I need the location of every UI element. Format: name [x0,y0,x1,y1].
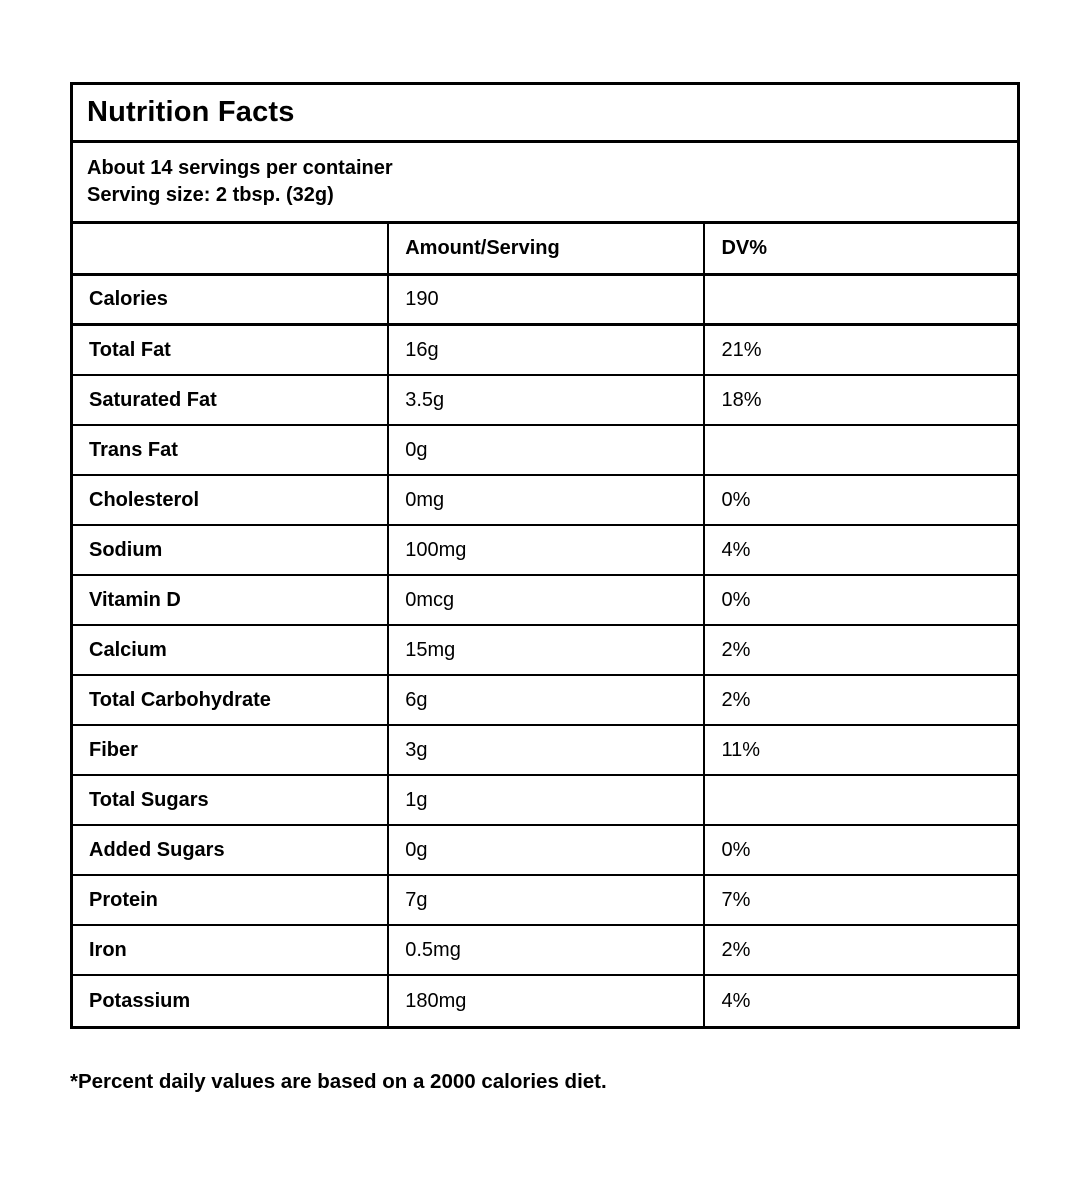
amount-cell: 6g [389,676,706,724]
table-row: Total Sugars 1g [73,776,1017,826]
table-row: Total Fat 16g 21% [73,326,1017,376]
dv-cell: 21% [721,338,762,361]
amount-cell: 0g [389,426,706,474]
dv-cell: 4% [721,538,751,561]
nutrition-facts-table: Nutrition Facts About 14 servings per co… [70,82,1020,1029]
table-row: Calories 190 [73,276,1017,326]
table-row: Vitamin D 0mcg 0% [73,576,1017,626]
dv-cell: 4% [721,989,751,1012]
nutrient-name-cell: Sodium [73,526,390,574]
amount-cell: 190 [389,276,706,323]
dv-cell [705,276,1017,323]
table-row: Calcium 15mg 2% [73,626,1017,676]
nutrient-name-cell: Calcium [73,626,390,674]
amount-cell: 16g [389,326,706,374]
dv-cell: 18% [721,388,762,411]
dv-cell: 7% [721,888,751,911]
table-row: Cholesterol 0mg 0% [73,476,1017,526]
amount-cell: 3.5g [389,376,706,424]
amount-cell: 0mg [389,476,706,524]
table-row: Iron 0.5mg 2% [73,926,1017,976]
nutrient-name-cell: Saturated Fat [73,376,390,424]
nutrient-name-cell: Fiber [73,726,390,774]
amount-cell: 15mg [389,626,706,674]
nutrient-name-cell: Trans Fat [73,426,390,474]
amount-cell: 100mg [389,526,706,574]
dv-cell: 2% [721,938,751,961]
dv-cell: 2% [721,688,751,711]
nutrient-name-cell: Total Sugars [73,776,390,824]
amount-cell: 3g [389,726,706,774]
dv-cell: 11% [721,738,761,761]
dv-cell: 0% [721,588,751,611]
table-row: Sodium 100mg 4% [73,526,1017,576]
header-nutrient-cell [73,224,390,273]
table-row: Potassium 180mg 4% [73,976,1017,1026]
nutrient-name-cell: Protein [73,876,390,924]
dv-cell: 2% [721,638,751,661]
table-row: Total Carbohydrate 6g 2% [73,676,1017,726]
amount-cell: 0g [389,826,706,874]
table-header-row: Amount/Serving DV% [73,224,1017,276]
dv-cell [705,426,1017,474]
amount-cell: 1g [389,776,706,824]
table-row: Added Sugars 0g 0% [73,826,1017,876]
dv-cell: 0% [721,488,751,511]
daily-values-footnote: *Percent daily values are based on a 200… [70,1070,607,1093]
amount-cell: 7g [389,876,706,924]
servings-per-container: About 14 servings per container [87,157,393,179]
serving-info: About 14 servings per container Serving … [73,143,1017,224]
nutrient-name-cell: Calories [73,276,390,323]
header-dv-cell: DV% [721,237,768,259]
nutrient-name-cell: Cholesterol [73,476,390,524]
amount-cell: 0mcg [389,576,706,624]
table-row: Fiber 3g 11% [73,726,1017,776]
amount-cell: 0.5mg [389,926,706,974]
table-row: Saturated Fat 3.5g 18% [73,376,1017,426]
table-row: Trans Fat 0g [73,426,1017,476]
label-title: Nutrition Facts [73,85,1017,143]
amount-cell: 180mg [389,976,706,1026]
dv-cell [705,776,1017,824]
nutrient-name-cell: Vitamin D [73,576,390,624]
header-amount-cell: Amount/Serving [389,224,706,273]
table-row: Protein 7g 7% [73,876,1017,926]
dv-cell: 0% [721,838,751,861]
nutrient-name-cell: Iron [73,926,390,974]
nutrient-name-cell: Total Fat [73,326,390,374]
nutrient-name-cell: Potassium [73,976,390,1026]
nutrient-name-cell: Total Carbohydrate [73,676,390,724]
serving-size: Serving size: 2 tbsp. (32g) [87,184,334,206]
nutrient-name-cell: Added Sugars [73,826,390,874]
